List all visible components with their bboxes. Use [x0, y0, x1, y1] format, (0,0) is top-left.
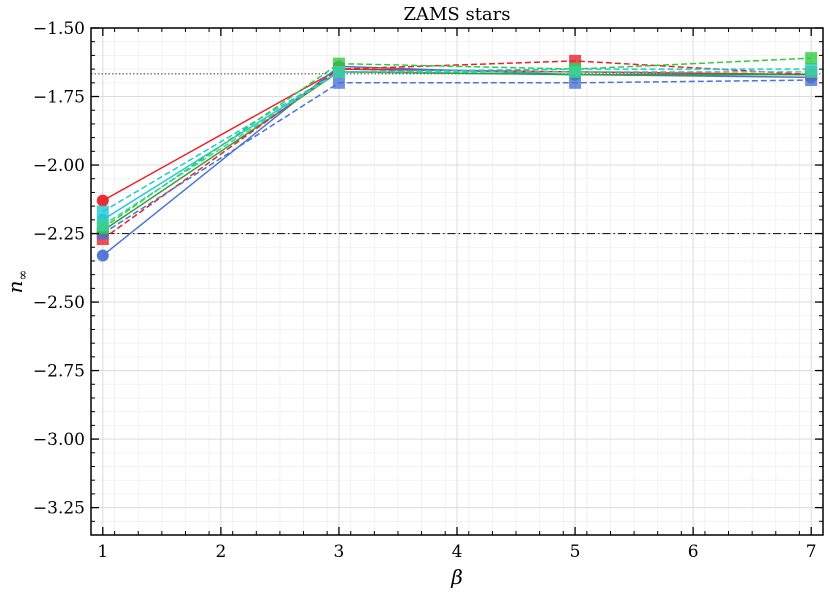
x-axis-label: β — [450, 565, 463, 589]
data-point-1 — [96, 194, 109, 207]
data-point-9 — [96, 219, 109, 232]
y-tick-label: −2.75 — [33, 362, 85, 382]
y-tick-label: −2.50 — [33, 293, 85, 313]
x-tick-label: 2 — [215, 542, 226, 562]
series-line-5 — [102, 60, 812, 240]
series-lines — [102, 57, 812, 257]
y-tick-label: −3.25 — [33, 499, 85, 519]
series-line-7 — [102, 68, 812, 213]
series-markers — [96, 52, 818, 262]
data-point-7 — [96, 205, 109, 218]
x-tick-label: 7 — [806, 542, 817, 562]
data-point-6 — [569, 76, 582, 89]
series-line-6 — [102, 79, 812, 235]
y-tick-label: −2.00 — [33, 156, 85, 176]
tick-labels: 1 2 3 4 5 6 7 −1.50 −1.75 −2.00 −2.25 −2.50 −2.75 −3.… — [33, 19, 817, 562]
series-line-9 — [102, 71, 812, 226]
data-point-9 — [569, 65, 582, 78]
y-tick-label: −1.75 — [33, 88, 85, 108]
y-tick-label: −3.00 — [33, 430, 85, 450]
data-point-2 — [96, 249, 109, 262]
data-point-6 — [332, 76, 345, 89]
x-tick-label: 1 — [97, 542, 108, 562]
y-axis-label-sub: ∞ — [16, 270, 31, 281]
series-line-4 — [102, 71, 812, 232]
y-axis-label: n∞ — [3, 270, 31, 294]
y-tick-label: −2.25 — [33, 225, 85, 245]
chart-title: ZAMS stars — [403, 4, 510, 25]
data-point-9 — [805, 65, 818, 78]
svg-text:n∞: n∞ — [3, 270, 31, 294]
x-tick-label: 5 — [570, 542, 581, 562]
y-tick-label: −1.50 — [33, 19, 85, 39]
x-tick-label: 3 — [334, 542, 345, 562]
y-axis-label-main: n — [3, 280, 27, 293]
series-line-8 — [102, 57, 812, 229]
axis-ticks — [90, 27, 824, 536]
data-point-9 — [332, 65, 345, 78]
x-tick-label: 6 — [688, 542, 699, 562]
data-point-8 — [805, 52, 818, 65]
grid — [90, 27, 824, 536]
x-tick-label: 4 — [452, 542, 463, 562]
